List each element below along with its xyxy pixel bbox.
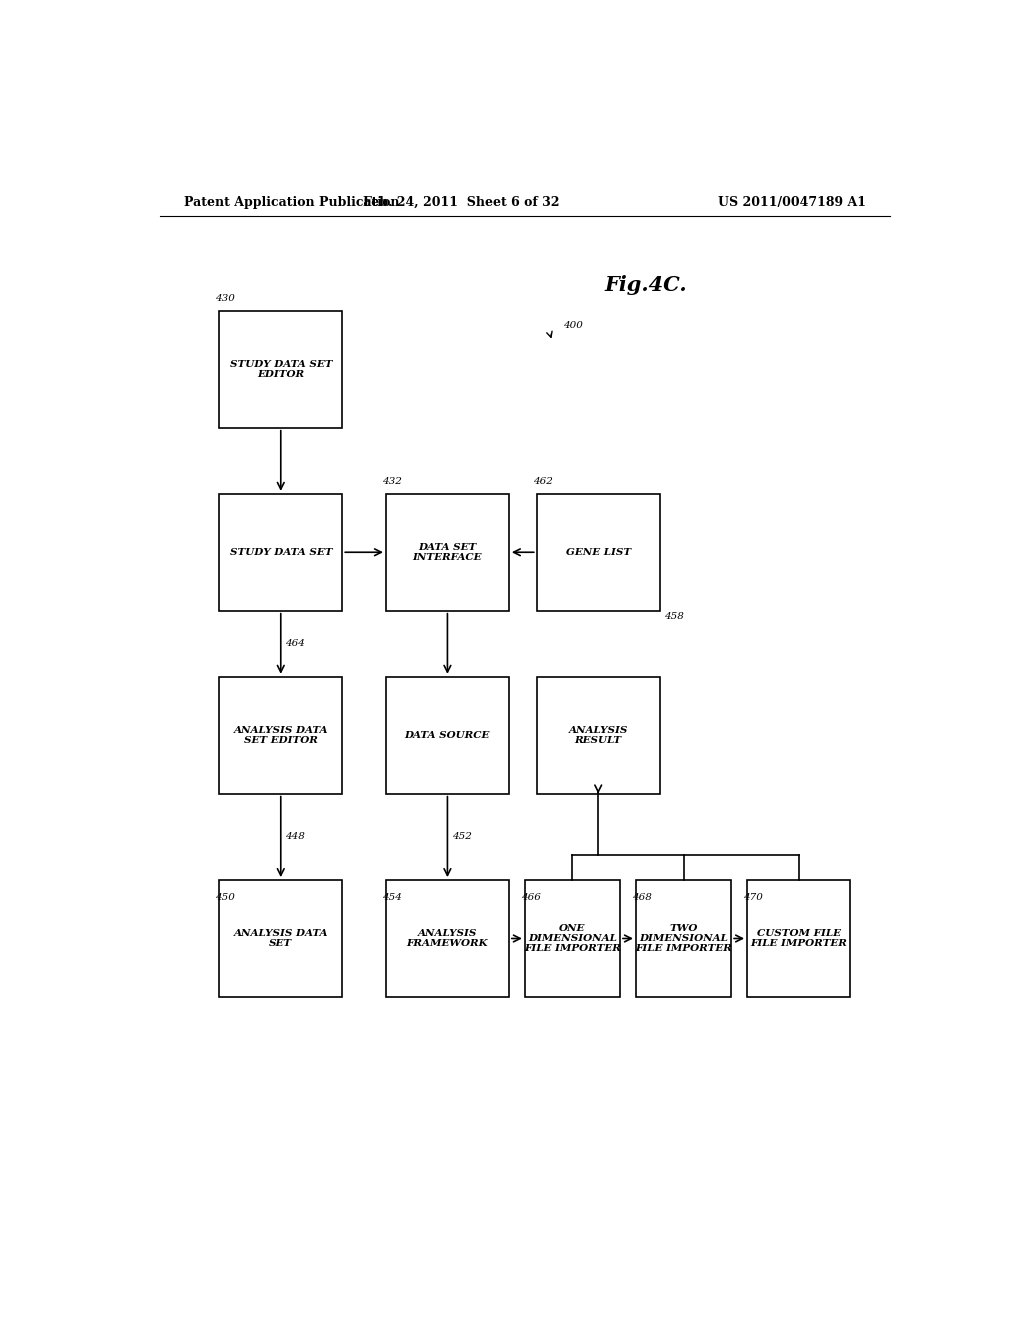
Text: DATA SOURCE: DATA SOURCE	[404, 731, 490, 739]
Bar	[219, 880, 342, 997]
Text: Fig.4C.: Fig.4C.	[604, 276, 687, 296]
Text: GENE LIST: GENE LIST	[565, 548, 631, 557]
Text: STUDY DATA SET
EDITOR: STUDY DATA SET EDITOR	[229, 359, 332, 379]
Text: TWO
DIMENSIONAL
FILE IMPORTER: TWO DIMENSIONAL FILE IMPORTER	[635, 924, 732, 953]
Text: 430: 430	[215, 294, 236, 302]
Text: CUSTOM FILE
FILE IMPORTER: CUSTOM FILE FILE IMPORTER	[751, 929, 847, 948]
Text: US 2011/0047189 A1: US 2011/0047189 A1	[718, 195, 866, 209]
Bar	[219, 312, 342, 428]
Text: ONE
DIMENSIONAL
FILE IMPORTER: ONE DIMENSIONAL FILE IMPORTER	[524, 924, 621, 953]
Text: 458: 458	[664, 612, 684, 620]
Text: 400: 400	[563, 321, 583, 330]
Text: Patent Application Publication: Patent Application Publication	[183, 195, 399, 209]
Bar	[537, 677, 659, 793]
Text: 448: 448	[286, 833, 305, 841]
Text: STUDY DATA SET: STUDY DATA SET	[229, 548, 332, 557]
Text: 468: 468	[632, 894, 652, 903]
Bar	[386, 494, 509, 611]
Text: ANALYSIS DATA
SET EDITOR: ANALYSIS DATA SET EDITOR	[233, 726, 328, 744]
Text: Feb. 24, 2011  Sheet 6 of 32: Feb. 24, 2011 Sheet 6 of 32	[364, 195, 559, 209]
Bar	[386, 880, 509, 997]
Text: 432: 432	[382, 477, 401, 486]
Text: ANALYSIS
RESULT: ANALYSIS RESULT	[568, 726, 628, 744]
Bar	[524, 880, 620, 997]
Text: 462: 462	[532, 477, 553, 486]
Text: 454: 454	[382, 894, 401, 903]
Bar	[636, 880, 731, 997]
Text: 470: 470	[743, 894, 763, 903]
Text: 452: 452	[453, 833, 472, 841]
Text: 466: 466	[521, 894, 541, 903]
Text: ANALYSIS
FRAMEWORK: ANALYSIS FRAMEWORK	[407, 929, 488, 948]
Bar	[219, 677, 342, 793]
Text: ANALYSIS DATA
SET: ANALYSIS DATA SET	[233, 929, 328, 948]
Text: 450: 450	[215, 894, 236, 903]
Bar	[219, 494, 342, 611]
Bar	[748, 880, 850, 997]
Bar	[386, 677, 509, 793]
Bar	[537, 494, 659, 611]
Text: 464: 464	[286, 639, 305, 648]
Text: DATA SET
INTERFACE: DATA SET INTERFACE	[413, 543, 482, 562]
